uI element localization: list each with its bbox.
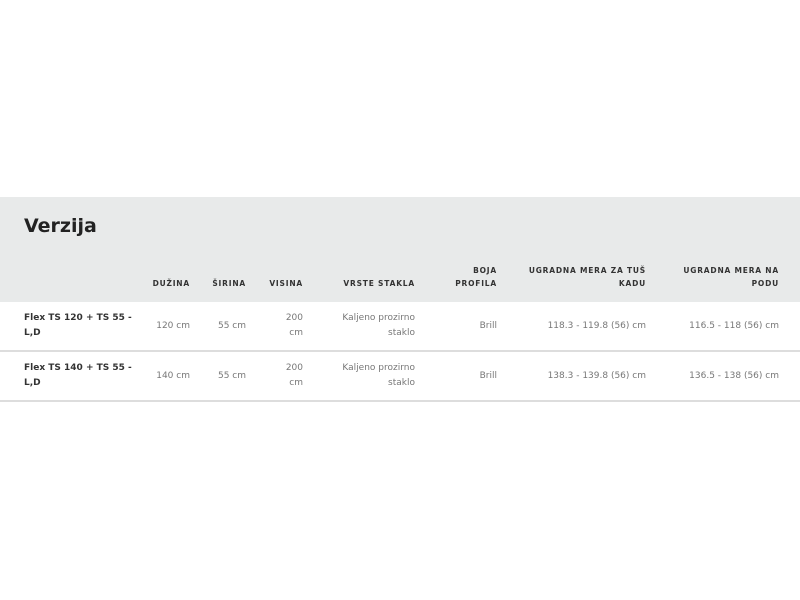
width: 55 cm [217,370,246,381]
product-name: Flex TS 120 + TS 55 - L,D [24,313,132,338]
tray-mount: 138.3 - 139.8 (56) cm [547,370,646,381]
tray-mount: 118.3 - 119.8 (56) cm [547,320,646,331]
profile-color: Brill [479,370,497,381]
length: 140 cm [156,370,190,381]
col-profile-color: BOJA PROFILA [455,266,497,288]
floor-mount: 116.5 - 118 (56) cm [689,320,779,331]
col-height: VISINA [269,279,303,288]
floor-mount: 136.5 - 138 (56) cm [689,370,779,381]
section-title: Verzija [24,215,97,237]
table-row[interactable]: Flex TS 120 + TS 55 - L,D 120 cm 55 cm 2… [0,302,800,352]
height: 200 cm [285,313,303,338]
col-name [0,264,140,290]
profile-color: Brill [479,320,497,331]
length: 120 cm [156,320,190,331]
col-glass-type: VRSTE STAKLA [343,279,415,288]
table-header: Verzija DUŽINA ŠIRINA VISINA VRSTE STAKL… [0,197,800,302]
glass-type: Kaljeno prozirno staklo [342,363,415,388]
col-length: DUŽINA [152,279,190,288]
col-tray-mount: UGRADNA MERA ZA TUŠ KADU [528,266,646,288]
versions-table: Verzija DUŽINA ŠIRINA VISINA VRSTE STAKL… [0,197,800,402]
header-row: DUŽINA ŠIRINA VISINA VRSTE STAKLA BOJA P… [0,264,779,290]
glass-type: Kaljeno prozirno staklo [342,313,415,338]
col-width: ŠIRINA [212,279,246,288]
height: 200 cm [285,363,303,388]
width: 55 cm [217,320,246,331]
product-name: Flex TS 140 + TS 55 - L,D [24,363,132,388]
table-row[interactable]: Flex TS 140 + TS 55 - L,D 140 cm 55 cm 2… [0,352,800,402]
col-floor-mount: UGRADNA MERA NA PODU [683,266,779,288]
